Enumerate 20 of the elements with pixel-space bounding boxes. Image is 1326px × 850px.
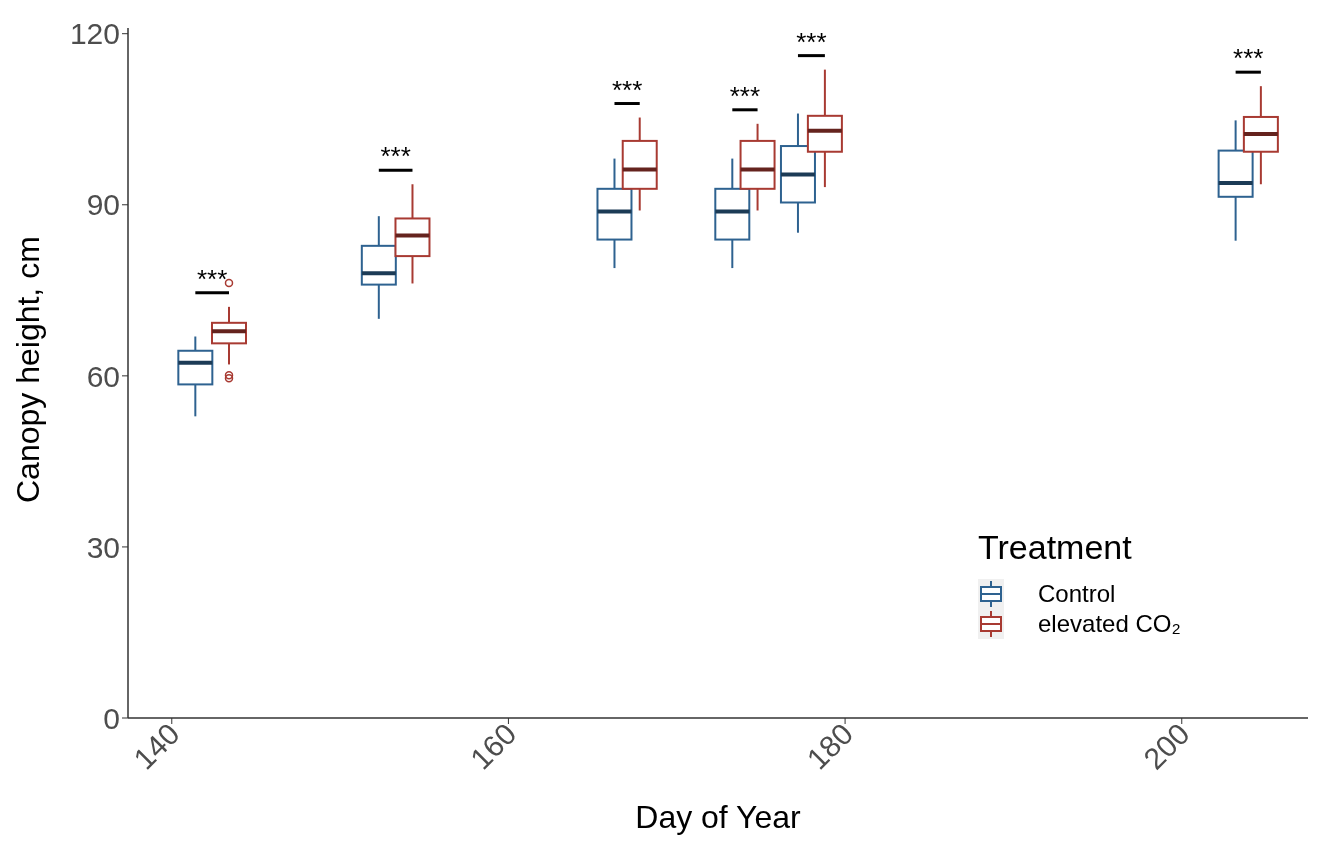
x-tick-label: 200 bbox=[1137, 716, 1196, 776]
annotation: *** bbox=[380, 141, 411, 172]
y-axis-title: Canopy height, cm bbox=[10, 236, 47, 503]
legend-label: elevated CO₂ bbox=[1038, 610, 1181, 638]
annotation: *** bbox=[611, 74, 643, 105]
annotation: *** bbox=[796, 26, 827, 57]
y-tick-label: 60 bbox=[86, 359, 120, 393]
x-tick-label: 180 bbox=[800, 716, 860, 776]
y-tick-label: 120 bbox=[69, 17, 120, 51]
annotation: *** bbox=[1233, 43, 1264, 74]
y-tick-label: 30 bbox=[86, 530, 120, 564]
x-tick-label: 160 bbox=[463, 716, 523, 776]
annotation: *** bbox=[196, 263, 228, 294]
legend-label: Control bbox=[1038, 580, 1116, 608]
y-tick-label: 90 bbox=[86, 188, 120, 222]
legend-title: Treatment bbox=[978, 528, 1133, 567]
annotation: *** bbox=[729, 80, 761, 111]
x-tick-label: 140 bbox=[127, 716, 186, 776]
x-axis-title: Day of Year bbox=[635, 799, 802, 835]
y-tick-label: 0 bbox=[103, 701, 120, 735]
